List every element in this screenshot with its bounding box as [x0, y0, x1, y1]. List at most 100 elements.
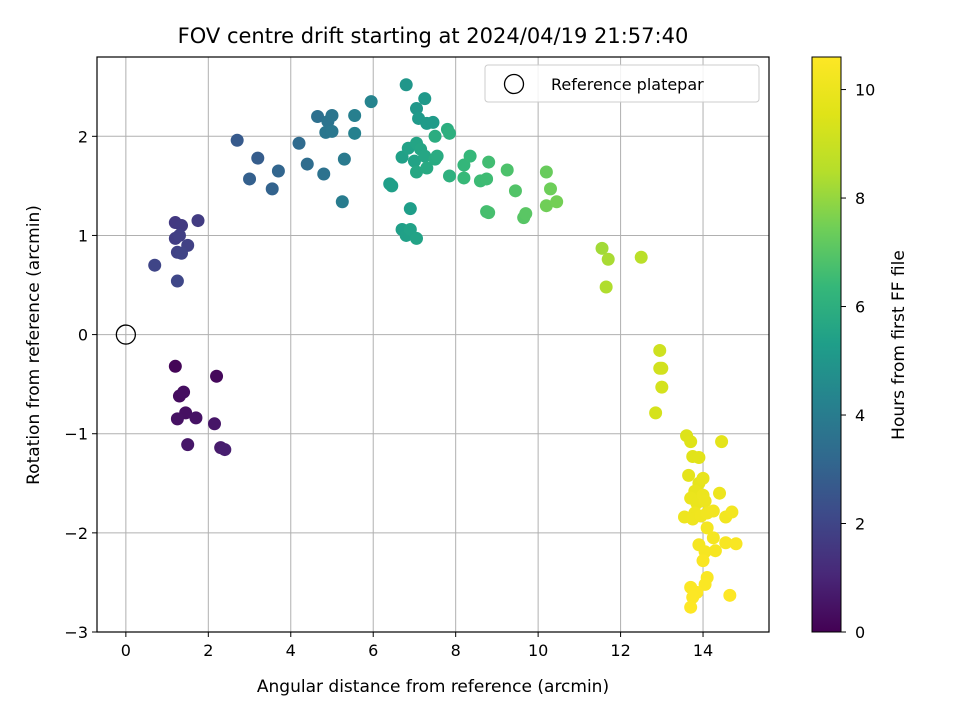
- data-point: [723, 588, 737, 602]
- data-point: [410, 231, 424, 245]
- y-tick-label: 2: [78, 127, 88, 146]
- data-point: [482, 155, 496, 169]
- colorbar-tick-label: 8: [855, 189, 865, 208]
- y-axis-label: Rotation from reference (arcmin): [24, 205, 44, 485]
- data-point: [418, 149, 432, 163]
- y-axis-ticks: −3 −2 −1 0 1 2: [64, 127, 97, 642]
- data-point: [410, 102, 424, 116]
- data-point: [300, 157, 314, 171]
- data-point: [191, 214, 205, 228]
- data-point: [725, 505, 739, 519]
- data-point: [210, 369, 224, 383]
- data-point: [700, 521, 714, 535]
- reference-platepar-marker: [115, 324, 137, 345]
- data-point: [317, 167, 331, 181]
- data-point: [442, 169, 456, 183]
- x-tick-label: 8: [451, 641, 461, 660]
- data-point: [170, 274, 184, 288]
- y-tick-label: 1: [78, 226, 88, 245]
- data-point: [480, 172, 494, 186]
- data-points: [148, 78, 743, 614]
- data-point: [292, 136, 306, 150]
- data-point: [543, 182, 557, 196]
- data-point: [686, 590, 700, 604]
- data-point: [428, 129, 442, 143]
- data-point: [719, 536, 733, 550]
- data-point: [325, 124, 339, 138]
- data-point: [539, 165, 553, 179]
- data-point: [177, 385, 191, 399]
- colorbar-tick-label: 10: [855, 81, 875, 100]
- x-axis-label: Angular distance from reference (arcmin): [257, 677, 609, 697]
- data-point: [655, 361, 669, 375]
- x-tick-label: 12: [610, 641, 630, 660]
- data-point: [403, 202, 417, 216]
- data-point: [420, 161, 434, 175]
- data-point: [251, 151, 265, 165]
- data-point: [706, 531, 720, 545]
- data-point: [595, 241, 609, 255]
- data-point: [649, 406, 663, 420]
- data-point: [682, 468, 696, 482]
- data-point: [243, 172, 257, 186]
- data-point: [482, 206, 496, 220]
- chart-title: FOV centre drift starting at 2024/04/19 …: [178, 24, 689, 48]
- x-tick-label: 10: [528, 641, 548, 660]
- data-point: [430, 149, 444, 163]
- data-point: [418, 92, 432, 106]
- data-point: [708, 544, 722, 558]
- data-point: [218, 443, 232, 457]
- data-point: [696, 554, 710, 568]
- colorbar-gradient: [811, 56, 842, 633]
- y-tick-label: −2: [64, 524, 88, 543]
- legend-reference-label: Reference platepar: [551, 75, 704, 94]
- data-point: [599, 280, 613, 294]
- x-axis-ticks: 0 2 4 6 8 10 12 14: [121, 632, 713, 660]
- data-point: [172, 228, 186, 242]
- data-point: [385, 179, 399, 193]
- data-point: [181, 438, 195, 452]
- legend-reference-marker: [503, 73, 525, 95]
- y-tick-label: −1: [64, 425, 88, 444]
- data-point: [348, 126, 362, 140]
- data-point: [230, 133, 244, 147]
- data-point: [601, 252, 615, 266]
- x-tick-label: 6: [368, 641, 378, 660]
- colorbar-tick-label: 0: [855, 623, 865, 642]
- plot-frame: [96, 56, 770, 633]
- data-point: [634, 250, 648, 264]
- reference-marker-group: [115, 324, 137, 345]
- colorbar-tick-label: 4: [855, 406, 865, 425]
- colorbar: 0 2 4 6 8 10 Hours from first FF file: [811, 56, 909, 642]
- legend: Reference platepar: [484, 64, 760, 103]
- data-point: [170, 412, 184, 426]
- data-point: [508, 184, 522, 198]
- x-tick-label: 4: [286, 641, 296, 660]
- data-point: [442, 126, 456, 140]
- data-point: [348, 108, 362, 122]
- data-point: [457, 171, 471, 185]
- colorbar-label: Hours from first FF file: [889, 250, 909, 440]
- data-point: [696, 471, 710, 485]
- data-point: [653, 343, 667, 357]
- data-point: [148, 258, 162, 272]
- x-tick-label: 14: [693, 641, 713, 660]
- data-point: [729, 537, 743, 551]
- data-point: [713, 486, 727, 500]
- data-point: [698, 577, 712, 591]
- data-point: [168, 359, 182, 373]
- data-point: [519, 207, 533, 221]
- data-point: [684, 600, 698, 614]
- y-tick-label: 0: [78, 326, 88, 345]
- data-point: [189, 411, 203, 425]
- data-point: [550, 195, 564, 209]
- colorbar-tick-label: 2: [855, 515, 865, 534]
- data-point: [175, 219, 189, 233]
- data-point: [399, 78, 413, 92]
- data-point: [207, 417, 221, 431]
- data-point: [335, 195, 349, 209]
- grid-lines: [97, 57, 769, 633]
- data-point: [539, 199, 553, 213]
- data-point: [364, 95, 378, 109]
